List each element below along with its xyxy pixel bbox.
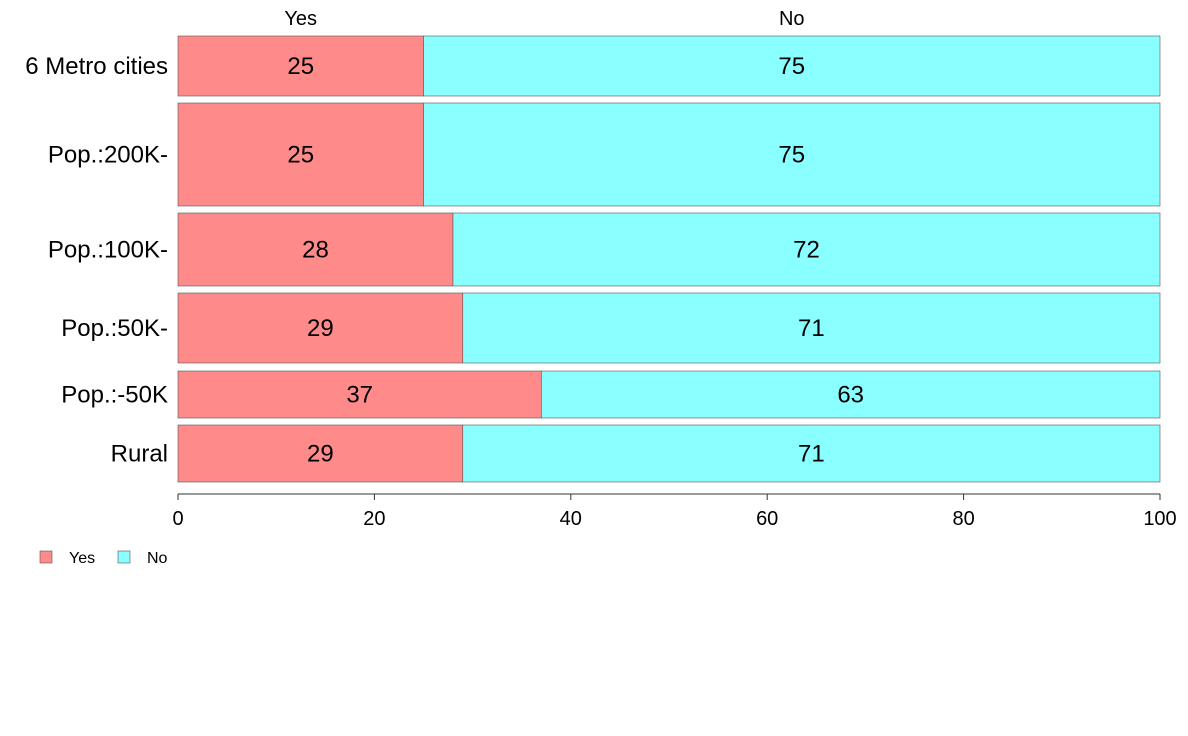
bars: 25 75 25 75 28 72 29 71 37 63 29 71 (177, 35, 1161, 483)
legend: Yes No (39, 550, 168, 567)
bar-yes-0 (177, 35, 424, 97)
category-labels: 6 Metro cities Pop.:200K- Pop.:100K- Pop.:5… (25, 53, 168, 468)
value-label-no-3: 71 (798, 315, 825, 342)
x-axis: 0 20 40 60 80 100 (172, 493, 1177, 530)
x-tick-label-1: 20 (363, 508, 385, 530)
column-header-no: No (779, 8, 805, 30)
x-tick-label-3: 60 (756, 508, 778, 530)
value-label-no-0: 75 (778, 53, 805, 80)
column-header-yes: Yes (284, 8, 317, 30)
bar-no-3 (462, 292, 1161, 364)
value-label-no-4: 63 (837, 382, 864, 409)
value-label-yes-3: 29 (307, 315, 334, 342)
bar-no-2 (452, 212, 1161, 287)
x-tick-label-2: 40 (560, 508, 582, 530)
bar-yes-1 (177, 102, 424, 207)
value-label-no-2: 72 (793, 237, 820, 264)
category-label-4: Pop.:-50K (61, 382, 168, 409)
category-label-5: Rural (111, 441, 168, 468)
value-label-yes-1: 25 (287, 142, 314, 169)
category-label-1: Pop.:200K- (48, 142, 168, 169)
bar-yes-2 (177, 212, 454, 287)
bar-yes-4 (177, 370, 542, 419)
value-label-no-5: 71 (798, 441, 825, 468)
bar-no-5 (462, 424, 1161, 483)
x-tick-label-5: 100 (1143, 508, 1176, 530)
bar-no-4 (541, 370, 1161, 419)
legend-swatch-yes (39, 550, 53, 564)
x-tick-label-4: 80 (952, 508, 974, 530)
bar-yes-3 (177, 292, 464, 364)
category-label-2: Pop.:100K- (48, 237, 168, 264)
legend-label-yes: Yes (69, 550, 95, 567)
legend-label-no: No (147, 550, 168, 567)
legend-swatch-no (117, 550, 131, 564)
value-label-yes-5: 29 (307, 441, 334, 468)
value-label-yes-2: 28 (302, 237, 329, 264)
category-label-0: 6 Metro cities (25, 53, 168, 80)
bar-no-1 (423, 102, 1161, 207)
column-headers: Yes No (284, 8, 804, 30)
value-label-no-1: 75 (778, 142, 805, 169)
value-label-yes-4: 37 (346, 382, 373, 409)
category-label-3: Pop.:50K- (61, 315, 168, 342)
x-tick-label-0: 0 (172, 508, 183, 530)
bar-no-0 (423, 35, 1161, 97)
value-label-yes-0: 25 (287, 53, 314, 80)
